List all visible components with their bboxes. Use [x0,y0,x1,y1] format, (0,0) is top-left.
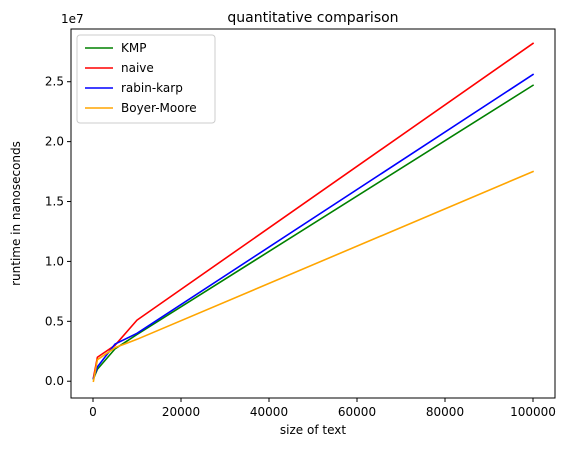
legend-label: rabin-karp [121,81,183,95]
axes-frame [70,28,556,399]
y-tick-label: 1.5 [45,195,64,209]
y-tick-label: 2.0 [45,135,64,149]
y-tick-label: 0.0 [45,374,64,388]
x-axis-label: size of text [280,423,346,437]
y-tick-label: 0.5 [45,314,64,328]
x-tick-label: 40000 [250,405,288,419]
y-axis-ticks: 0.0 0.5 1.0 1.5 2.0 2.5 [45,75,71,388]
legend-label: KMP [121,41,146,55]
series-line-boyer-moore [92,170,535,383]
x-tick-label: 0 [89,405,97,419]
y-tick-label: 2.5 [45,75,64,89]
series-line-kmp [92,84,535,380]
x-tick-label: 60000 [338,405,376,419]
series-group [92,42,535,383]
y-tick-label: 1.0 [45,254,64,268]
x-tick-label: 100000 [510,405,556,419]
legend: KMP naive rabin-karp Boyer-Moore [76,34,216,124]
legend-label: Boyer-Moore [121,101,197,115]
y-axis-label: runtime in nanoseconds [9,141,23,286]
legend-items: KMP naive rabin-karp Boyer-Moore [85,41,197,115]
y-axis-offset-label: 1e7 [61,12,84,26]
x-axis-ticks: 0 20000 40000 60000 80000 100000 [89,398,556,419]
x-tick-label: 80000 [426,405,464,419]
x-tick-label: 20000 [162,405,200,419]
chart-title: quantitative comparison [227,10,398,26]
legend-label: naive [121,61,154,75]
legend-box [76,34,216,124]
plot-area [70,28,556,399]
